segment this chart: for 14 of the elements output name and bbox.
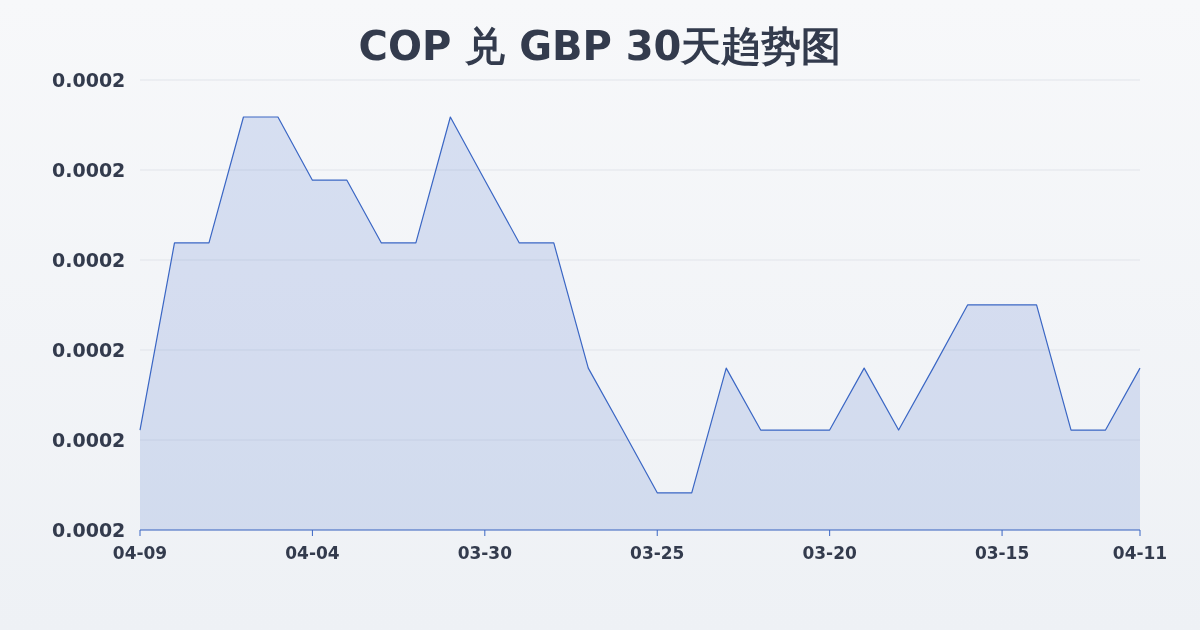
text: 0.0002: [52, 69, 126, 91]
x-tick-label: 03-15: [974, 543, 1030, 563]
x-tick-label: 04-11: [1112, 543, 1168, 563]
x-tick-label: 04-09: [112, 543, 168, 563]
x-tick-label: 03-25: [630, 543, 685, 563]
text: 0.0002: [52, 429, 126, 451]
text: 0.0002: [52, 519, 126, 541]
text: 0.0002: [52, 339, 126, 361]
x-tick-label: 04-04: [285, 543, 340, 563]
x-tick-label: 03-20: [802, 543, 858, 563]
chart-title: COP 兑 GBP 30天趋势图: [358, 23, 842, 69]
text: 0.0002: [52, 249, 126, 271]
text: 0.0002: [52, 159, 126, 181]
x-tick-label: 03-30: [457, 543, 513, 563]
